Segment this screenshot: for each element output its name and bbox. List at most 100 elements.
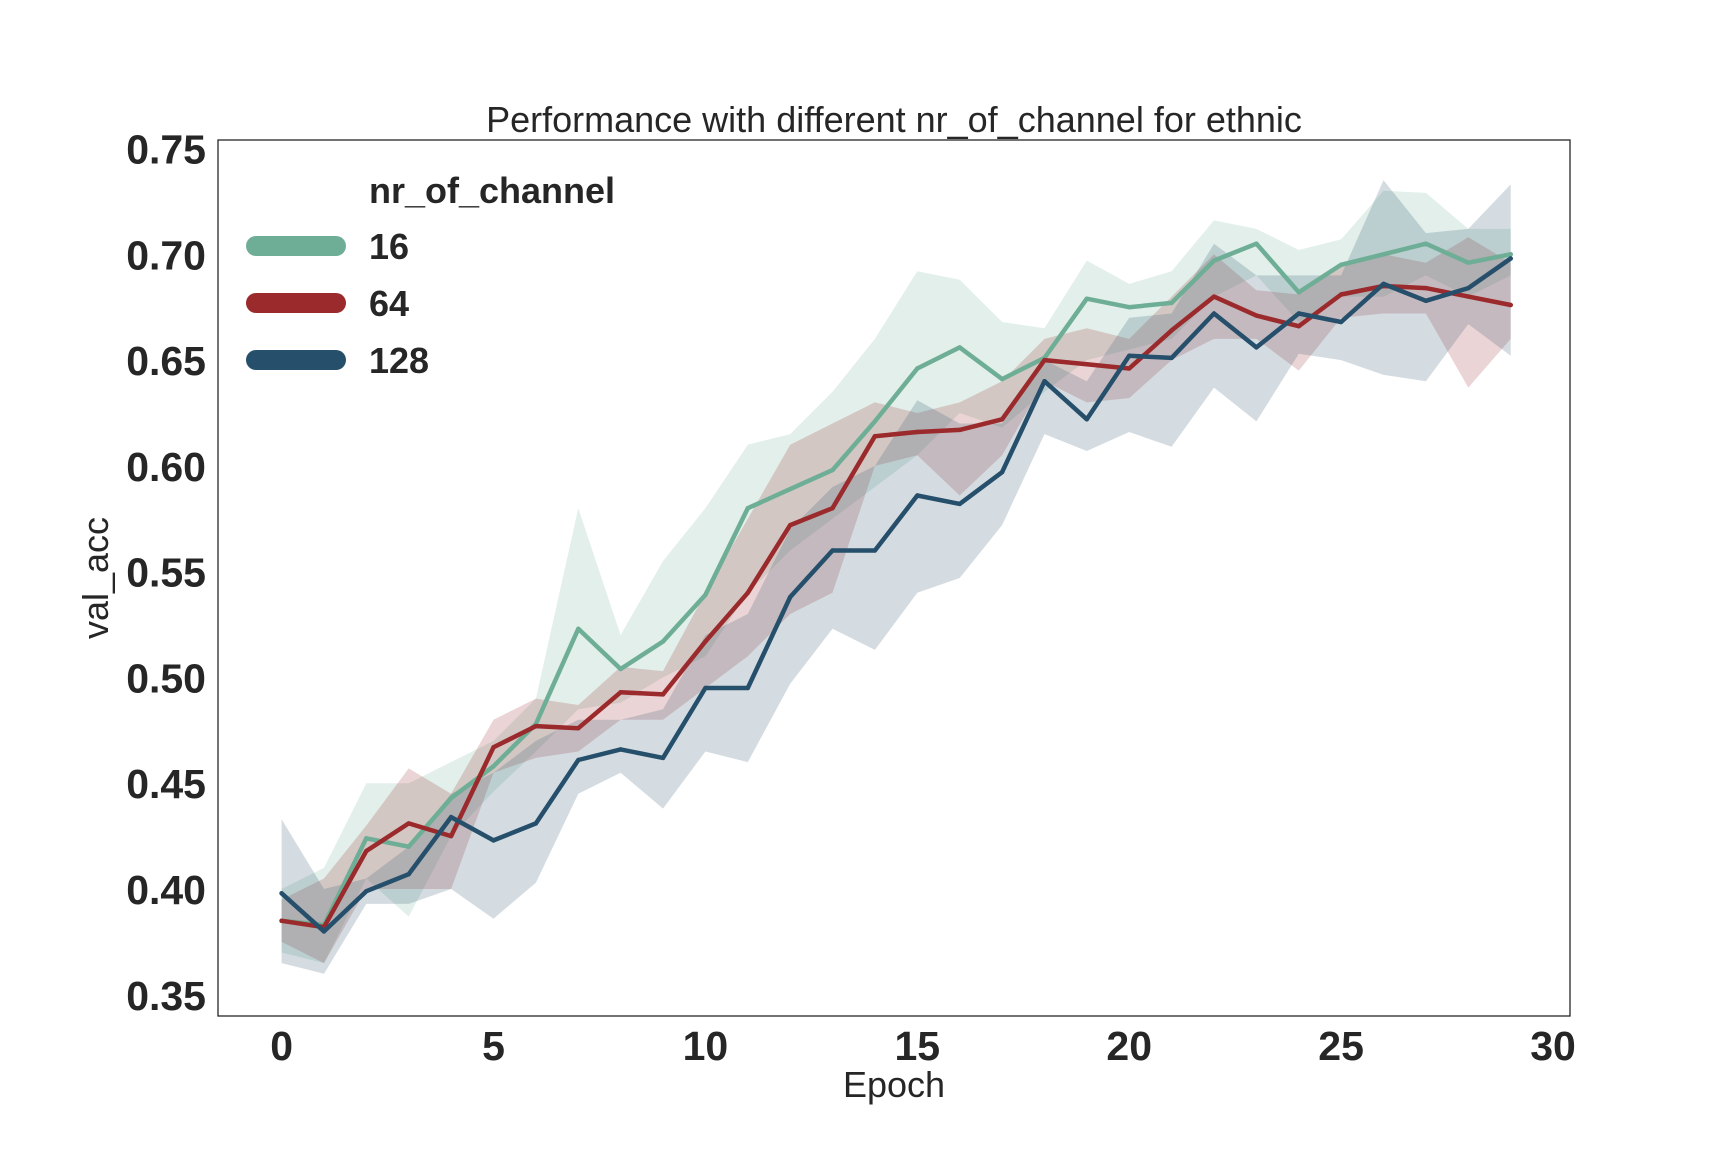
point-series-128-epoch-1 (321, 929, 327, 934)
point-series-128-epoch-23 (1254, 345, 1259, 350)
point-series-128-epoch-13 (830, 548, 835, 553)
y-tick-label-0.50: 0.50 (126, 655, 206, 701)
point-series-16-epoch-8 (618, 666, 623, 672)
x-tick-label-15: 15 (894, 1023, 940, 1069)
point-series-16-epoch-7 (576, 626, 581, 631)
chart-title: Performance with different nr_of_channel… (486, 99, 1302, 140)
y-tick-label-0.55: 0.55 (126, 550, 206, 596)
line-series-16 (279, 241, 1513, 928)
point-series-16-epoch-9 (660, 639, 666, 644)
point-series-128-epoch-26 (1381, 281, 1386, 287)
y-tick-label-0.45: 0.45 (126, 761, 206, 807)
point-series-16-epoch-29 (1508, 252, 1513, 257)
point-series-16-epoch-16 (957, 345, 962, 350)
point-series-16-epoch-2 (364, 836, 369, 841)
point-series-64-epoch-16 (957, 427, 962, 433)
band-series-16 (281, 190, 1511, 964)
point-series-64-epoch-15 (915, 429, 920, 435)
y-tick-label-0.75: 0.75 (126, 127, 206, 173)
point-series-16-epoch-15 (915, 366, 920, 371)
point-series-64-epoch-20 (1127, 366, 1132, 371)
line-series-64 (279, 283, 1513, 930)
point-series-16-epoch-20 (1127, 305, 1132, 310)
point-series-16-epoch-23 (1254, 241, 1259, 246)
point-series-64-epoch-3 (406, 821, 411, 826)
point-series-64-epoch-27 (1423, 285, 1429, 291)
point-series-64-epoch-14 (872, 434, 878, 439)
point-series-64-epoch-0 (279, 918, 284, 923)
point-series-16-epoch-25 (1338, 262, 1344, 267)
point-series-64-epoch-13 (830, 506, 835, 511)
x-tick-label-25: 25 (1318, 1023, 1364, 1069)
point-series-128-epoch-6 (533, 821, 539, 826)
y-axis-ticks: 0.35 0.40 0.45 0.50 0.55 0.60 0.65 0.70 0.75 (126, 127, 206, 1019)
point-series-64-epoch-5 (491, 745, 496, 750)
point-series-64-epoch-18 (1042, 357, 1047, 363)
point-series-128-epoch-15 (915, 493, 920, 498)
point-series-128-epoch-18 (1042, 379, 1047, 384)
point-series-64-epoch-24 (1296, 324, 1302, 329)
point-series-128-epoch-28 (1466, 285, 1471, 291)
point-series-64-epoch-23 (1254, 313, 1259, 318)
x-tick-label-5: 5 (482, 1023, 505, 1069)
point-series-64-epoch-25 (1338, 292, 1344, 297)
band-series-128 (281, 180, 1511, 974)
x-axis-label: Epoch (843, 1064, 945, 1105)
point-series-128-epoch-16 (957, 501, 962, 507)
plot-frame (217, 139, 1571, 1017)
x-axis-ticks: 0 5 10 15 20 25 30 (270, 1023, 1576, 1069)
point-series-128-epoch-5 (491, 838, 496, 843)
x-tick-label-0: 0 (270, 1023, 293, 1069)
point-series-128-epoch-25 (1338, 319, 1344, 325)
point-series-128-epoch-29 (1508, 256, 1513, 261)
point-series-16-epoch-11 (745, 506, 750, 511)
point-series-16-epoch-3 (406, 844, 411, 849)
point-series-128-epoch-3 (406, 872, 411, 877)
point-series-16-epoch-21 (1169, 300, 1174, 306)
point-series-128-epoch-2 (364, 889, 369, 894)
confidence-bands (281, 180, 1511, 974)
series-lines (279, 241, 1513, 934)
x-tick-label-10: 10 (683, 1023, 729, 1069)
point-series-64-epoch-17 (999, 417, 1005, 422)
point-series-64-epoch-12 (788, 522, 793, 528)
point-series-128-epoch-24 (1296, 311, 1302, 316)
point-series-128-epoch-14 (872, 548, 878, 553)
point-series-16-epoch-4 (448, 795, 454, 801)
point-series-64-epoch-29 (1508, 302, 1513, 308)
point-series-64-epoch-9 (660, 692, 666, 697)
y-tick-label-0.70: 0.70 (126, 232, 206, 278)
point-series-64-epoch-22 (1211, 294, 1217, 299)
point-series-128-epoch-4 (448, 814, 454, 820)
band-series-64 (281, 237, 1511, 964)
point-series-16-epoch-14 (872, 419, 878, 424)
y-tick-label-0.60: 0.60 (126, 444, 206, 490)
point-series-128-epoch-12 (788, 594, 793, 600)
y-tick-label-0.40: 0.40 (126, 867, 206, 913)
legend-label-16: 16 (369, 226, 409, 267)
point-series-128-epoch-21 (1169, 355, 1174, 361)
point-series-16-epoch-5 (491, 764, 496, 769)
point-series-16-epoch-28 (1466, 260, 1471, 265)
point-series-128-epoch-22 (1211, 311, 1217, 316)
point-series-128-epoch-20 (1127, 353, 1132, 358)
point-series-64-epoch-10 (703, 639, 708, 644)
point-series-64-epoch-19 (1084, 362, 1090, 367)
point-series-16-epoch-10 (703, 592, 708, 598)
line-series-128 (279, 256, 1513, 934)
point-series-64-epoch-28 (1466, 294, 1471, 299)
point-series-64-epoch-6 (533, 723, 539, 729)
legend-label-128: 128 (369, 340, 429, 381)
point-series-16-epoch-13 (830, 467, 835, 473)
point-series-64-epoch-4 (448, 833, 454, 839)
point-series-16-epoch-24 (1296, 290, 1302, 295)
point-series-128-epoch-7 (576, 757, 581, 763)
point-series-128-epoch-17 (999, 470, 1005, 475)
point-series-128-epoch-19 (1084, 417, 1090, 422)
x-tick-label-20: 20 (1106, 1023, 1152, 1069)
point-series-16-epoch-17 (999, 376, 1005, 382)
legend-label-64: 64 (369, 283, 409, 324)
point-series-64-epoch-7 (576, 726, 581, 731)
point-series-64-epoch-11 (745, 590, 750, 595)
